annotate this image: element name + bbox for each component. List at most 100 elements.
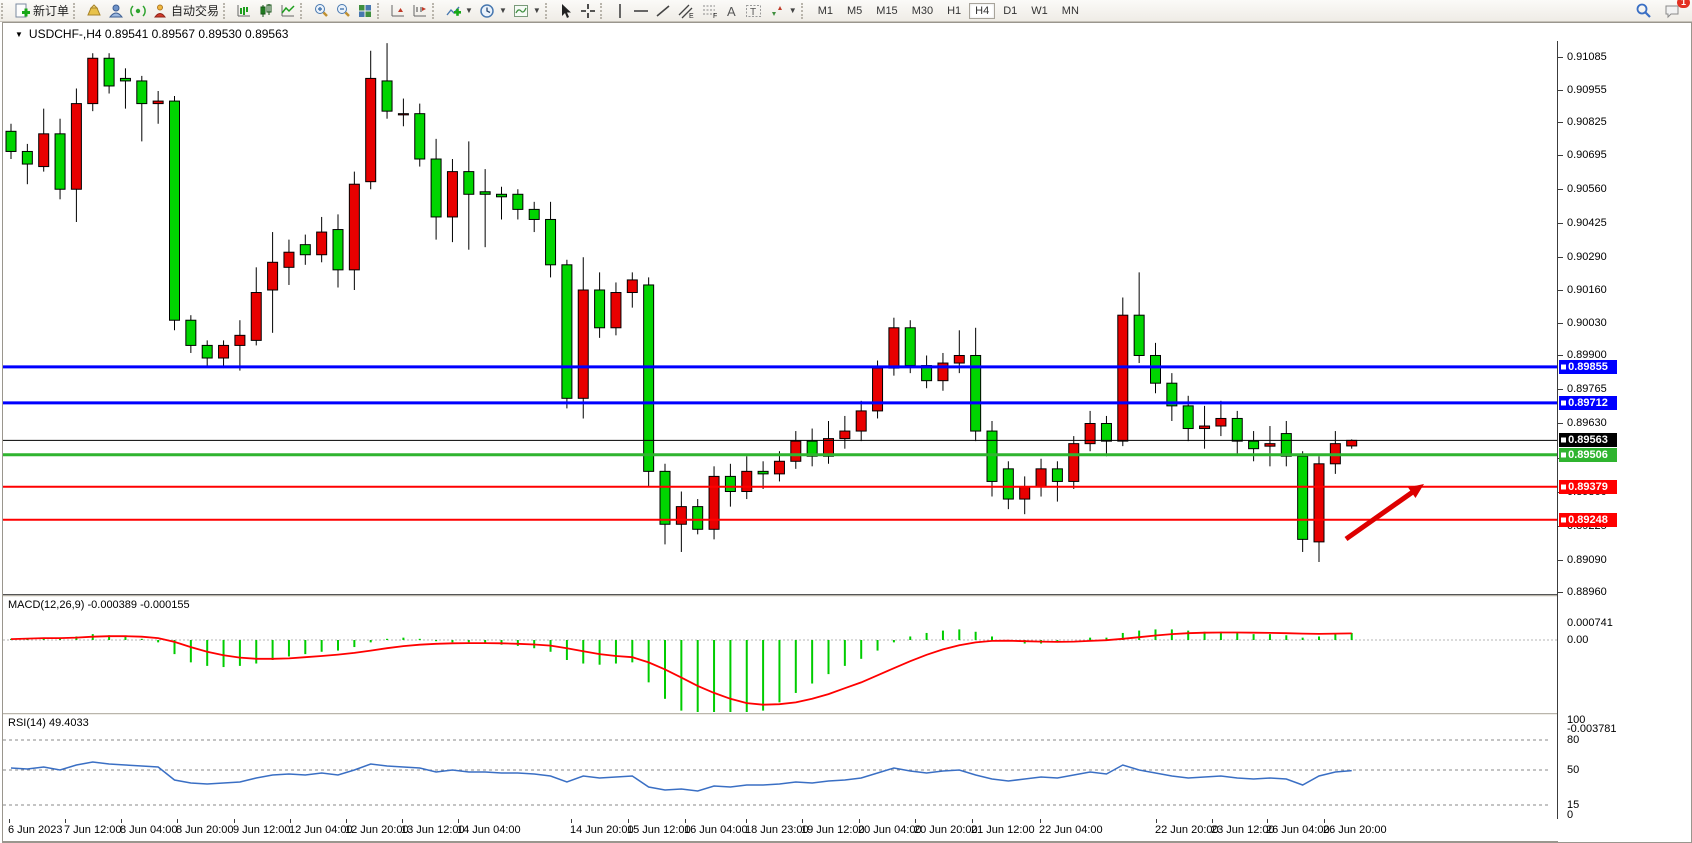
text-icon: A [727,4,736,19]
add-indicator-icon [446,6,462,16]
chart-shift-button[interactable] [409,1,431,20]
templates-button[interactable]: ▼ [510,1,544,20]
macd-chart[interactable] [3,597,1558,712]
bar-chart-mode-button[interactable] [233,1,255,20]
toolbar-separator [599,2,609,19]
autotrading-button[interactable]: 自动交易 [149,1,222,20]
autotrading-label: 自动交易 [171,4,220,18]
notifications-button[interactable]: 1 [1661,0,1690,20]
candle-body [872,367,884,412]
candle-body [54,133,66,190]
time-axis-label: 6 Jun 2023 [8,824,63,836]
toolbar-separator [544,2,554,19]
cursor-tool-button[interactable] [555,1,577,20]
time-axis-label: 9 Jun 12:00 [233,824,291,836]
timeframe-button-W1[interactable]: W1 [1031,4,1048,17]
macd-indicator-label: MACD(12,26,9) -0.000389 -0.000155 [8,599,190,611]
time-tick [1212,819,1213,823]
rsi-scale-label: 50 [1567,764,1580,776]
new-order-button[interactable]: 新订单 [11,1,72,20]
indicators-button[interactable]: ▼ [442,1,476,20]
pane-separator[interactable] [3,713,1558,716]
timeframe-button-M15[interactable]: M15 [876,4,898,17]
horizontal-line-tool-button[interactable] [630,1,652,20]
candle-chart-mode-button[interactable] [255,1,277,20]
rsi-pane[interactable]: RSI(14) 49.4033 [3,715,1558,820]
main-chart-pane[interactable] [3,41,1558,595]
badge-marker [1561,400,1566,406]
time-axis-label: 14 Jun 20:00 [570,824,634,836]
candle-body [218,344,230,359]
rsi-name: RSI(14) [8,717,46,729]
chart-title-line[interactable]: ▼ USDCHF-,H4 0.89541 0.89567 0.89530 0.8… [15,27,288,41]
price-tick [1558,423,1563,425]
time-axis-label: 26 Jun 04:00 [1266,824,1330,836]
candle-body [119,77,131,82]
trend-arrow-head[interactable] [1407,484,1424,498]
timeframe-button-M5[interactable]: M5 [847,4,863,17]
time-axis[interactable]: 6 Jun 2023 7 Jun 12:00 8 Jun 04:00 8 Jun 20… [3,819,1558,842]
candle-body [152,100,164,105]
time-tick [685,819,686,823]
text-label-tool-button[interactable]: T [742,1,766,20]
zoom-out-button[interactable] [332,1,354,20]
candle-body [1019,485,1031,500]
candle-body [397,113,409,116]
price-axis[interactable]: 0.91085 0.90955 0.90825 0.90695 0.90560 0.904… [1558,23,1691,842]
price-axis-label: 0.90825 [1567,116,1607,129]
rsi-chart[interactable] [3,715,1558,818]
arrows-tool-button[interactable]: ▼ [766,1,800,20]
tile-windows-button[interactable] [354,1,376,20]
toolbar-grip [1,2,10,19]
fibonacci-tool-button[interactable]: F [698,1,722,20]
time-axis-label: 12 Jun 04:00 [289,824,353,836]
chart-shift-icon [413,4,427,16]
signals-button[interactable] [127,1,149,20]
zoom-in-button[interactable] [310,1,332,20]
time-tick [9,819,10,823]
macd-scale-label: -0.003781 [1567,722,1617,735]
candle-body [643,284,655,472]
pane-separator[interactable] [3,595,1558,598]
new-order-label: 新订单 [33,4,70,18]
candle-body [414,113,426,160]
candle-body [904,327,916,367]
timeframe-button-M1[interactable]: M1 [817,4,833,17]
navigator-button[interactable] [105,1,127,20]
macd-pane[interactable]: MACD(12,26,9) -0.000389 -0.000155 [3,597,1558,714]
candle-body [169,100,180,321]
time-axis-label: 14 Jun 04:00 [457,824,521,836]
search-button[interactable] [1632,1,1655,20]
periods-button[interactable]: ▼ [476,1,510,20]
candle-body [1215,417,1227,427]
trendline-tool-button[interactable] [652,1,674,20]
timeframe-button-H4[interactable]: H4 [969,2,996,19]
candle-body [479,191,491,195]
timeframe-button-H1[interactable]: H1 [947,4,962,17]
crosshair-tool-button[interactable] [577,1,599,20]
cursor-icon [561,3,571,18]
text-tool-button[interactable]: A [722,1,742,20]
vertical-line-tool-button[interactable] [610,1,630,20]
candle-body [185,319,197,346]
window-bottom-edge [3,841,1691,842]
channel-tool-button[interactable]: E [674,1,698,20]
time-axis-label: 16 Jun 04:00 [684,824,748,836]
timeframe-button-D1[interactable]: D1 [1003,4,1018,17]
line-chart-mode-button[interactable] [277,1,299,20]
macd-scale-label: 0.00 [1567,634,1589,646]
badge-marker [1561,437,1566,443]
candle-body [659,470,671,525]
trend-arrow[interactable] [1344,488,1416,542]
time-axis-label: 20 Jun 20:00 [914,824,978,836]
chart-menu-arrow-icon[interactable]: ▼ [15,29,23,39]
candlestick-chart[interactable] [3,41,1558,593]
market-watch-button[interactable] [83,1,105,20]
candle-body [790,440,802,462]
time-tick [628,819,629,823]
badge-marker [1561,452,1566,458]
timeframe-button-MN[interactable]: MN [1061,4,1079,17]
auto-scroll-button[interactable] [387,1,409,20]
timeframe-button-M30[interactable]: M30 [911,4,934,17]
time-axis-label: 7 Jun 12:00 [64,824,122,836]
